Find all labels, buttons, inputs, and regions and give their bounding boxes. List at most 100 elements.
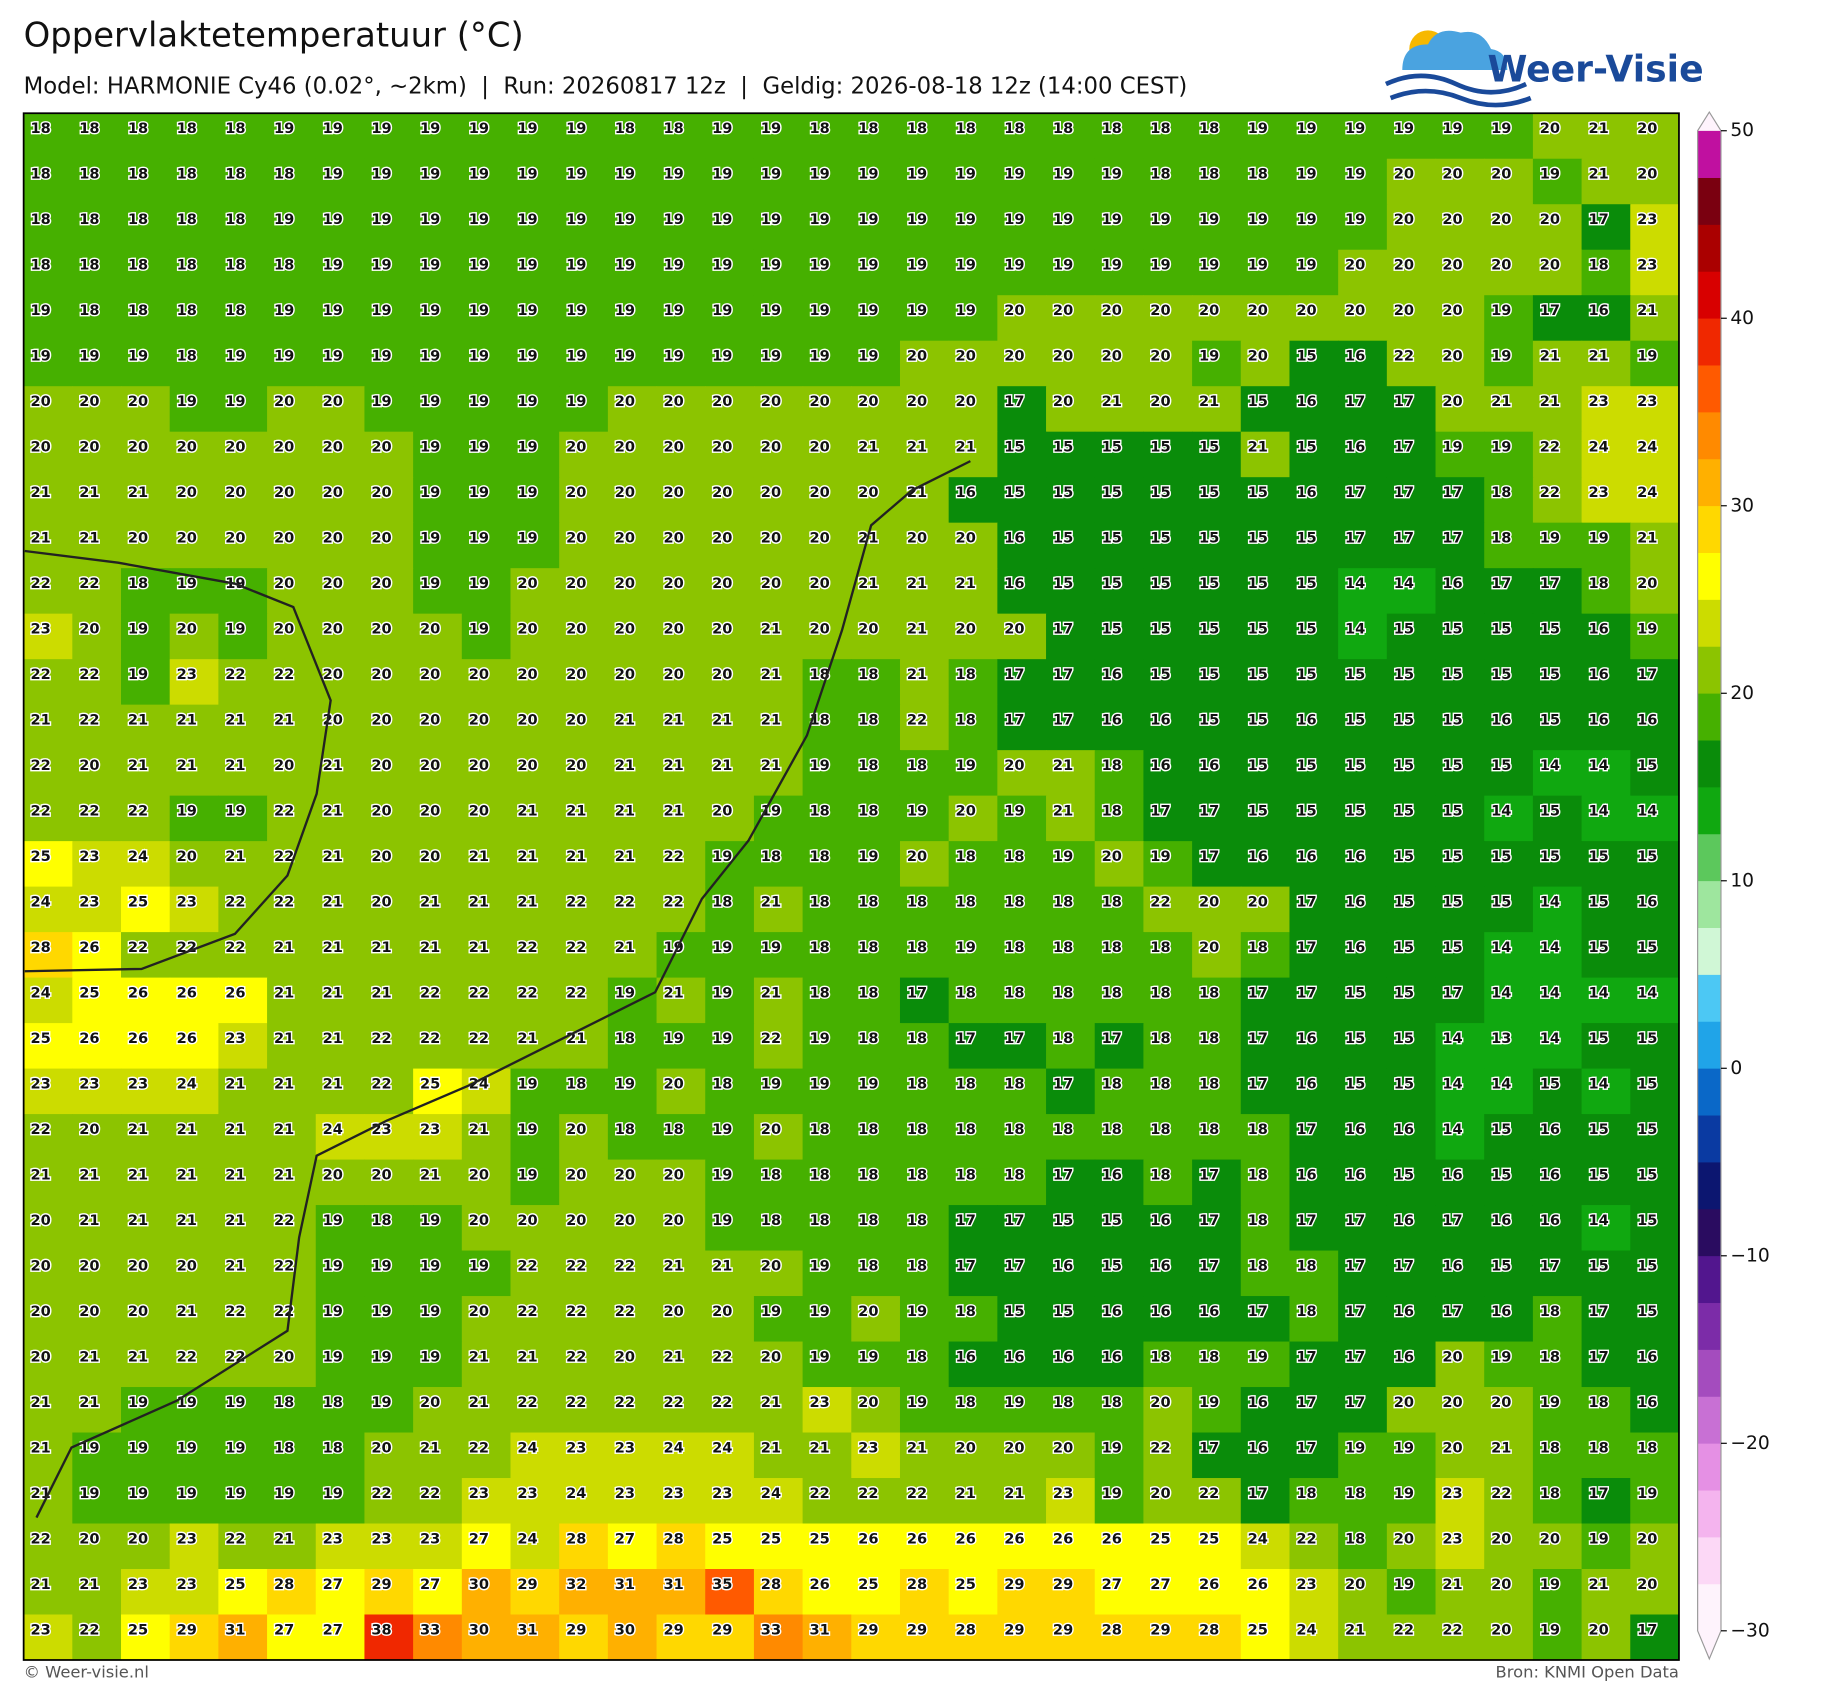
temperature-cell bbox=[851, 386, 901, 433]
temperature-label: 14 bbox=[1345, 621, 1365, 638]
temperature-label: 15 bbox=[1345, 1076, 1365, 1093]
temperature-label: 18 bbox=[1588, 575, 1608, 592]
temperature-cell bbox=[948, 522, 998, 569]
temperature-label: 21 bbox=[274, 985, 294, 1002]
temperature-cell bbox=[72, 613, 122, 660]
temperature-label: 19 bbox=[566, 393, 586, 410]
temperature-label: 17 bbox=[1345, 1257, 1365, 1274]
temperature-label: 18 bbox=[31, 166, 51, 183]
temperature-label: 21 bbox=[31, 1166, 51, 1183]
colorbar-tick-label: 0 bbox=[1730, 1058, 1742, 1079]
temperature-cell bbox=[461, 522, 512, 569]
temperature-label: 19 bbox=[712, 166, 732, 183]
temperature-label: 19 bbox=[615, 348, 635, 365]
colorbar-tick-label: −20 bbox=[1730, 1433, 1769, 1454]
temperature-label: 21 bbox=[615, 757, 635, 774]
temperature-cell bbox=[1386, 659, 1437, 706]
temperature-cell bbox=[218, 158, 268, 205]
temperature-cell bbox=[1046, 477, 1096, 524]
temperature-cell bbox=[607, 613, 658, 660]
colorbar-end bbox=[1697, 112, 1721, 131]
temperature-label: 19 bbox=[566, 120, 586, 137]
temperature-label: 20 bbox=[323, 575, 343, 592]
temperature-label: 19 bbox=[420, 1348, 440, 1365]
temperature-cell bbox=[121, 249, 171, 296]
temperature-cell bbox=[1435, 704, 1485, 751]
temperature-label: 19 bbox=[323, 1257, 343, 1274]
temperature-cell bbox=[705, 704, 755, 751]
temperature-label: 18 bbox=[1102, 985, 1122, 1002]
temperature-label: 26 bbox=[956, 1530, 976, 1547]
temperature-label: 18 bbox=[1248, 1121, 1268, 1138]
temperature-label: 22 bbox=[420, 1030, 440, 1047]
temperature-label: 18 bbox=[1004, 985, 1024, 1002]
colorbar-tick-label: −30 bbox=[1730, 1620, 1769, 1641]
temperature-label: 21 bbox=[1491, 393, 1511, 410]
temperature-cell bbox=[656, 704, 706, 751]
temperature-cell bbox=[705, 158, 755, 205]
temperature-cell bbox=[948, 249, 998, 296]
temperature-label: 20 bbox=[79, 621, 99, 638]
temperature-label: 17 bbox=[1004, 393, 1024, 410]
temperature-label: 19 bbox=[1004, 1394, 1024, 1411]
temperature-label: 22 bbox=[566, 939, 586, 956]
temperature-cell bbox=[1143, 750, 1193, 797]
colorbar-band bbox=[1697, 505, 1721, 553]
temperature-label: 15 bbox=[1394, 939, 1414, 956]
temperature-label: 18 bbox=[761, 848, 781, 865]
colorbar-band bbox=[1697, 740, 1721, 788]
temperature-label: 15 bbox=[1637, 1303, 1657, 1320]
temperature-label: 20 bbox=[615, 575, 635, 592]
temperature-label: 25 bbox=[1248, 1621, 1268, 1638]
temperature-cell bbox=[1484, 113, 1534, 160]
temperature-cell bbox=[1532, 477, 1583, 524]
temperature-label: 19 bbox=[615, 302, 635, 319]
temperature-label: 18 bbox=[274, 166, 294, 183]
temperature-label: 24 bbox=[1637, 484, 1657, 501]
temperature-label: 14 bbox=[1491, 1076, 1511, 1093]
temperature-cell bbox=[461, 750, 512, 797]
temperature-label: 16 bbox=[1248, 1439, 1268, 1456]
colorbar-band bbox=[1697, 1537, 1721, 1585]
temperature-cell bbox=[121, 431, 171, 478]
temperature-label: 14 bbox=[1588, 1212, 1608, 1229]
temperature-label: 28 bbox=[761, 1576, 781, 1593]
temperature-label: 21 bbox=[956, 575, 976, 592]
temperature-label: 14 bbox=[1442, 1030, 1462, 1047]
temperature-label: 17 bbox=[1199, 848, 1219, 865]
temperature-label: 19 bbox=[371, 257, 391, 274]
temperature-label: 19 bbox=[420, 1303, 440, 1320]
temperature-cell bbox=[656, 295, 706, 342]
colorbar-band bbox=[1697, 693, 1721, 741]
temperature-label: 21 bbox=[128, 757, 148, 774]
temperature-label: 19 bbox=[1442, 439, 1462, 456]
temperature-label: 20 bbox=[1637, 575, 1657, 592]
temperature-cell bbox=[1046, 158, 1096, 205]
temperature-cell bbox=[364, 158, 414, 205]
temperature-cell bbox=[607, 386, 658, 433]
temperature-label: 20 bbox=[517, 666, 537, 683]
temperature-label: 16 bbox=[1394, 1303, 1414, 1320]
temperature-cell bbox=[23, 568, 73, 615]
temperature-label: 22 bbox=[1442, 1621, 1462, 1638]
temperature-cell bbox=[851, 340, 901, 387]
temperature-cell bbox=[1581, 795, 1631, 842]
temperature-label: 19 bbox=[956, 257, 976, 274]
temperature-label: 20 bbox=[323, 393, 343, 410]
temperature-label: 17 bbox=[1004, 1030, 1024, 1047]
temperature-label: 21 bbox=[79, 1348, 99, 1365]
temperature-cell bbox=[1192, 386, 1242, 433]
temperature-label: 20 bbox=[128, 530, 148, 547]
temperature-cell bbox=[23, 750, 73, 797]
temperature-cell bbox=[1435, 795, 1485, 842]
temperature-label: 23 bbox=[566, 1439, 586, 1456]
temperature-label: 21 bbox=[1588, 1576, 1608, 1593]
temperature-label: 15 bbox=[1248, 666, 1268, 683]
temperature-label: 21 bbox=[858, 439, 878, 456]
temperature-label: 21 bbox=[420, 1166, 440, 1183]
temperature-label: 15 bbox=[1296, 621, 1316, 638]
temperature-cell bbox=[413, 613, 463, 660]
temperature-label: 21 bbox=[371, 939, 391, 956]
temperature-label: 20 bbox=[566, 621, 586, 638]
temperature-cell bbox=[559, 477, 609, 524]
